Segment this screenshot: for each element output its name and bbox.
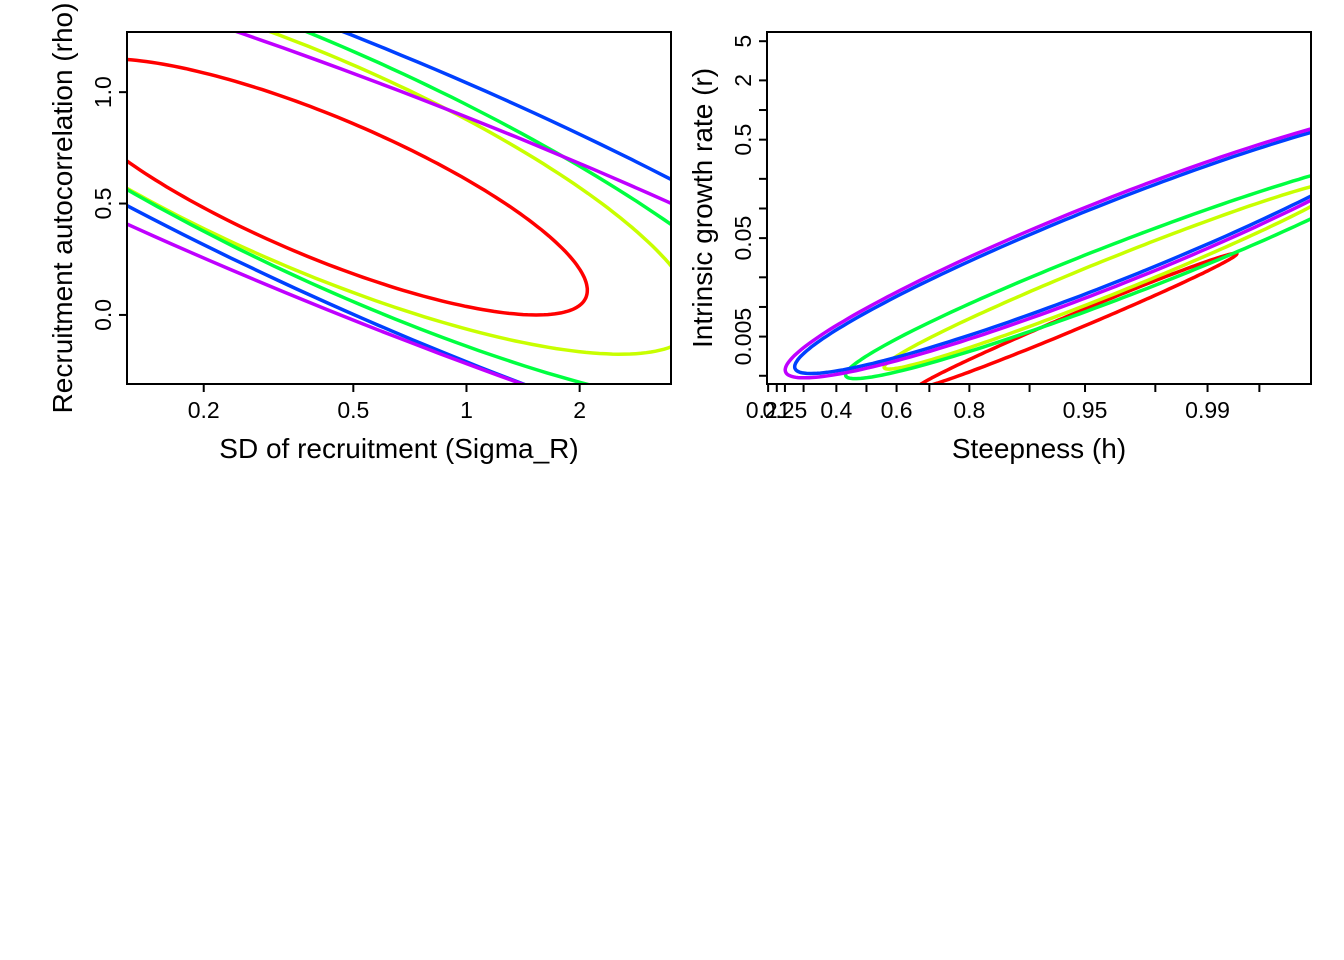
right-x-tick-label-5: 0.95 [1063,397,1108,423]
left-series-3-curve [127,32,671,384]
right-y-axis-title: Intrinsic growth rate (r) [687,68,718,348]
right-x-tick-label-2: 0.4 [820,397,852,423]
left-x-tick-label-0: 0.2 [188,397,220,423]
left-x-tick-label-3: 2 [573,397,586,423]
right-curves [783,127,1311,384]
right-y-tick-label-4: 5 [730,35,756,48]
left-x-tick-label-2: 1 [460,397,473,423]
left-curves [127,32,671,384]
left-series-0-curve [127,57,590,317]
left-y-tick-label-2: 1.0 [90,76,116,108]
left-y-axis-title: Recruitment autocorrelation (rho) [47,3,78,414]
right-y-axis: 0.005 0.05 0.5 2 5 [730,35,767,377]
right-x-tick-label-0: 0.21 [746,397,791,423]
right-series-2-curve [843,173,1311,381]
left-x-axis: 0.2 0.5 1 2 [188,384,586,423]
right-x-tick-label-6: 0.99 [1185,397,1230,423]
left-series-1-curve [127,32,671,356]
right-series-4-curve [783,127,1311,380]
right-panel: 0.210.25 0.4 0.6 0.8 0.95 0.99 0.005 0.05 0.5 2 5… [687,31,1312,464]
right-x-tick-label-4: 0.8 [953,397,985,423]
left-x-tick-label-1: 0.5 [337,397,369,423]
right-y-tick-label-0: 0.005 [730,308,756,366]
right-y-tick-label-2: 0.5 [730,124,756,156]
right-series-0-curve [918,251,1239,384]
left-y-axis: 0.0 0.5 1.0 [90,76,127,331]
left-y-tick-label-0: 0.0 [90,299,116,331]
left-series-2-curve [127,32,671,384]
right-x-axis-title: Steepness (h) [952,433,1126,464]
right-y-tick-label-1: 0.05 [730,216,756,261]
left-y-tick-label-1: 0.5 [90,188,116,220]
right-x-tick-label-3: 0.6 [881,397,913,423]
left-x-axis-title: SD of recruitment (Sigma_R) [219,433,578,464]
right-x-tick-label-1: 0.25 [763,397,808,423]
left-panel: 0.2 0.5 1 2 0.0 0.5 1.0 SD of recruitment (Si… [47,3,672,464]
right-series-3-curve [792,130,1311,376]
right-series-1-curve [882,184,1311,371]
left-plot-frame [126,31,672,385]
right-y-tick-label-3: 2 [730,74,756,87]
right-x-axis: 0.210.25 0.4 0.6 0.8 0.95 0.99 [746,384,1261,423]
right-plot-frame [766,31,1312,385]
